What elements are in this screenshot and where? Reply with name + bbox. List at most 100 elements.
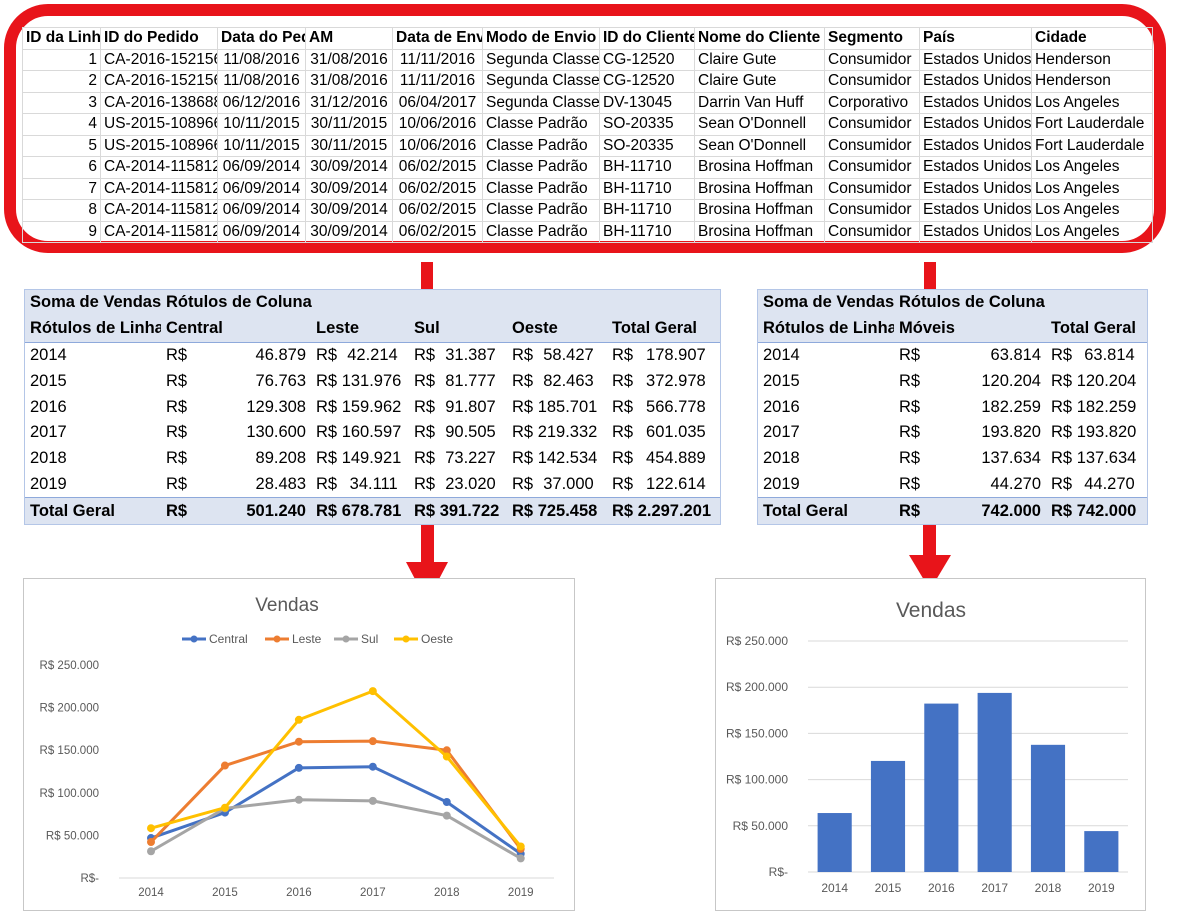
- col-header: Data do Pedido: [217, 27, 306, 50]
- table-cell: Classe Padrão: [482, 134, 600, 157]
- pivot-row: 2016 R$ 182.259 R$ 182.259: [758, 394, 1147, 420]
- pivot-value: 63.814: [990, 345, 1041, 364]
- table-cell: BH-11710: [599, 177, 695, 200]
- y-tick-label: R$ 100.000: [726, 773, 788, 787]
- currency-label: R$: [899, 397, 921, 416]
- table-cell: Consumidor: [824, 48, 920, 71]
- pivot-value: R$ 178.907: [612, 345, 706, 364]
- x-axis: 2014 2015 2016 2017 2018 2019: [119, 877, 554, 899]
- table-cell: 06/02/2015: [392, 156, 483, 179]
- table-cell: Estados Unidos: [919, 134, 1032, 157]
- data-point: [147, 824, 155, 833]
- data-point: [147, 838, 155, 847]
- table-cell: Brosina Hoffman: [694, 220, 825, 243]
- table-cell: 06/04/2017: [392, 91, 483, 114]
- series-line-sul: [150, 798, 522, 860]
- data-point: [442, 797, 451, 806]
- pivot-col-caption: Rótulos de Coluna: [161, 290, 721, 316]
- table-cell: Classe Padrão: [482, 156, 600, 179]
- table-cell: Darrin Van Huff: [694, 91, 825, 114]
- table-cell: SO-20335: [599, 134, 695, 157]
- pivot-row: 2014 R$ 46.879 R$ 42.214 R$ 31.387 R$ 58.427 R…: [25, 342, 720, 368]
- arrow-down-icon: [909, 523, 951, 590]
- table-cell: Los Angeles: [1031, 220, 1153, 243]
- y-axis: R$- R$ 50.000 R$ 100.000 R$ 150.000 R$ 200.0…: [40, 660, 100, 885]
- pivot-row: 2017 R$ 193.820 R$ 193.820: [758, 420, 1147, 446]
- x-tick-label: 2017: [360, 887, 386, 899]
- pivot-value: R$ 193.820: [1051, 423, 1137, 442]
- pivot-value: 76.763: [255, 371, 306, 390]
- series-line-oeste: [150, 689, 522, 848]
- table-row: 7 CA-2014-115812 06/09/2014 30/09/2014 06/02…: [22, 177, 1153, 200]
- pivot-header-row: Soma de Vendas Rótulos de Coluna: [758, 290, 1148, 316]
- currency-label: R$: [166, 423, 188, 442]
- table-cell: 30/11/2015: [305, 134, 393, 157]
- pivot-value: R$ 82.463: [512, 371, 594, 390]
- table-cell: CA-2016-152156: [100, 70, 218, 93]
- table-row: 9 CA-2014-115812 06/09/2014 30/09/2014 06/02…: [22, 220, 1153, 243]
- currency-label: R$: [166, 449, 188, 468]
- x-tick-label: 2019: [1088, 881, 1115, 895]
- chart-legend: Central Leste Sul Oeste: [182, 632, 453, 646]
- pivot-value: R$ 37.000: [512, 474, 594, 493]
- pivot-value: R$ 372.978: [612, 371, 706, 390]
- x-tick-label: 2019: [508, 887, 534, 899]
- table-cell: Classe Padrão: [482, 220, 600, 243]
- data-point: [516, 842, 525, 851]
- y-tick-label: R$ 250.000: [40, 660, 99, 672]
- pivot-value: R$ 182.259: [1051, 397, 1137, 416]
- legend-label: Oeste: [421, 632, 453, 646]
- table-row: 2 CA-2016-152156 11/08/2016 31/08/2016 11/11…: [22, 70, 1153, 93]
- legend-marker: [342, 635, 350, 643]
- pivot-value: 46.879: [255, 345, 306, 364]
- table-cell: BH-11710: [599, 220, 695, 243]
- pivot-value: R$ 454.889: [612, 449, 706, 468]
- legend-label: Sul: [361, 632, 378, 646]
- table-cell: 30/09/2014: [305, 199, 393, 222]
- pivot-value: 130.600: [246, 423, 306, 442]
- data-point: [220, 761, 229, 770]
- y-tick-label: R$ 50.000: [733, 819, 789, 833]
- pivot-total-value: R$ 742.000: [1046, 497, 1148, 525]
- table-cell: SO-20335: [599, 113, 695, 136]
- table-cell: 31/08/2016: [305, 48, 393, 71]
- y-tick-label: R$ 250.000: [726, 634, 788, 648]
- pivot-row: 2018 R$ 137.634 R$ 137.634: [758, 446, 1147, 472]
- currency-label: R$: [166, 345, 188, 364]
- pivot-value: R$ 566.778: [612, 397, 706, 416]
- pivot-total-label: Total Geral: [25, 497, 161, 525]
- pivot-total-value: R$ 725.458: [507, 497, 607, 525]
- table-cell: CA-2016-138688: [100, 91, 218, 114]
- col-header: ID da Linha: [22, 27, 101, 50]
- pivot-value: R$ 160.597: [316, 423, 402, 442]
- legend-item: Oeste: [394, 632, 453, 646]
- pivot-table-category: Soma de Vendas Rótulos de Coluna Rótulos…: [757, 289, 1148, 526]
- pivot-value: R$ 81.777: [414, 371, 496, 390]
- bar: [977, 692, 1012, 872]
- data-point: [294, 715, 303, 724]
- pivot-header-row: Soma de Vendas Rótulos de Coluna: [25, 290, 721, 316]
- col-header: ID do Cliente: [599, 27, 695, 50]
- pivot-corner-label: Soma de Vendas: [758, 290, 894, 316]
- table-cell: CA-2014-115812: [100, 220, 218, 243]
- data-point: [220, 803, 229, 812]
- pivot-row-label: 2016: [763, 397, 800, 416]
- y-tick-label: R$-: [769, 865, 788, 879]
- pivot-value: R$ 58.427: [512, 345, 594, 364]
- table-cell: CA-2014-115812: [100, 156, 218, 179]
- pivot-table-region: Soma de Vendas Rótulos de Coluna Rótulos…: [24, 289, 721, 526]
- currency-label: R$: [899, 345, 921, 364]
- pivot-col-leste: Leste: [311, 315, 409, 343]
- currency-label: R$: [161, 497, 215, 525]
- pivot-value: R$ 90.505: [414, 423, 496, 442]
- table-cell: 06/02/2015: [392, 220, 483, 243]
- pivot-col-total: Total Geral: [1046, 315, 1148, 343]
- currency-label: R$: [894, 497, 952, 525]
- pivot-row-label: 2015: [30, 371, 67, 390]
- bar: [924, 703, 959, 872]
- x-tick-label: 2018: [1035, 881, 1062, 895]
- table-cell: Claire Gute: [694, 70, 825, 93]
- arrow-down-icon: [421, 262, 433, 290]
- y-tick-label: R$ 150.000: [40, 745, 99, 757]
- table-cell: BH-11710: [599, 156, 695, 179]
